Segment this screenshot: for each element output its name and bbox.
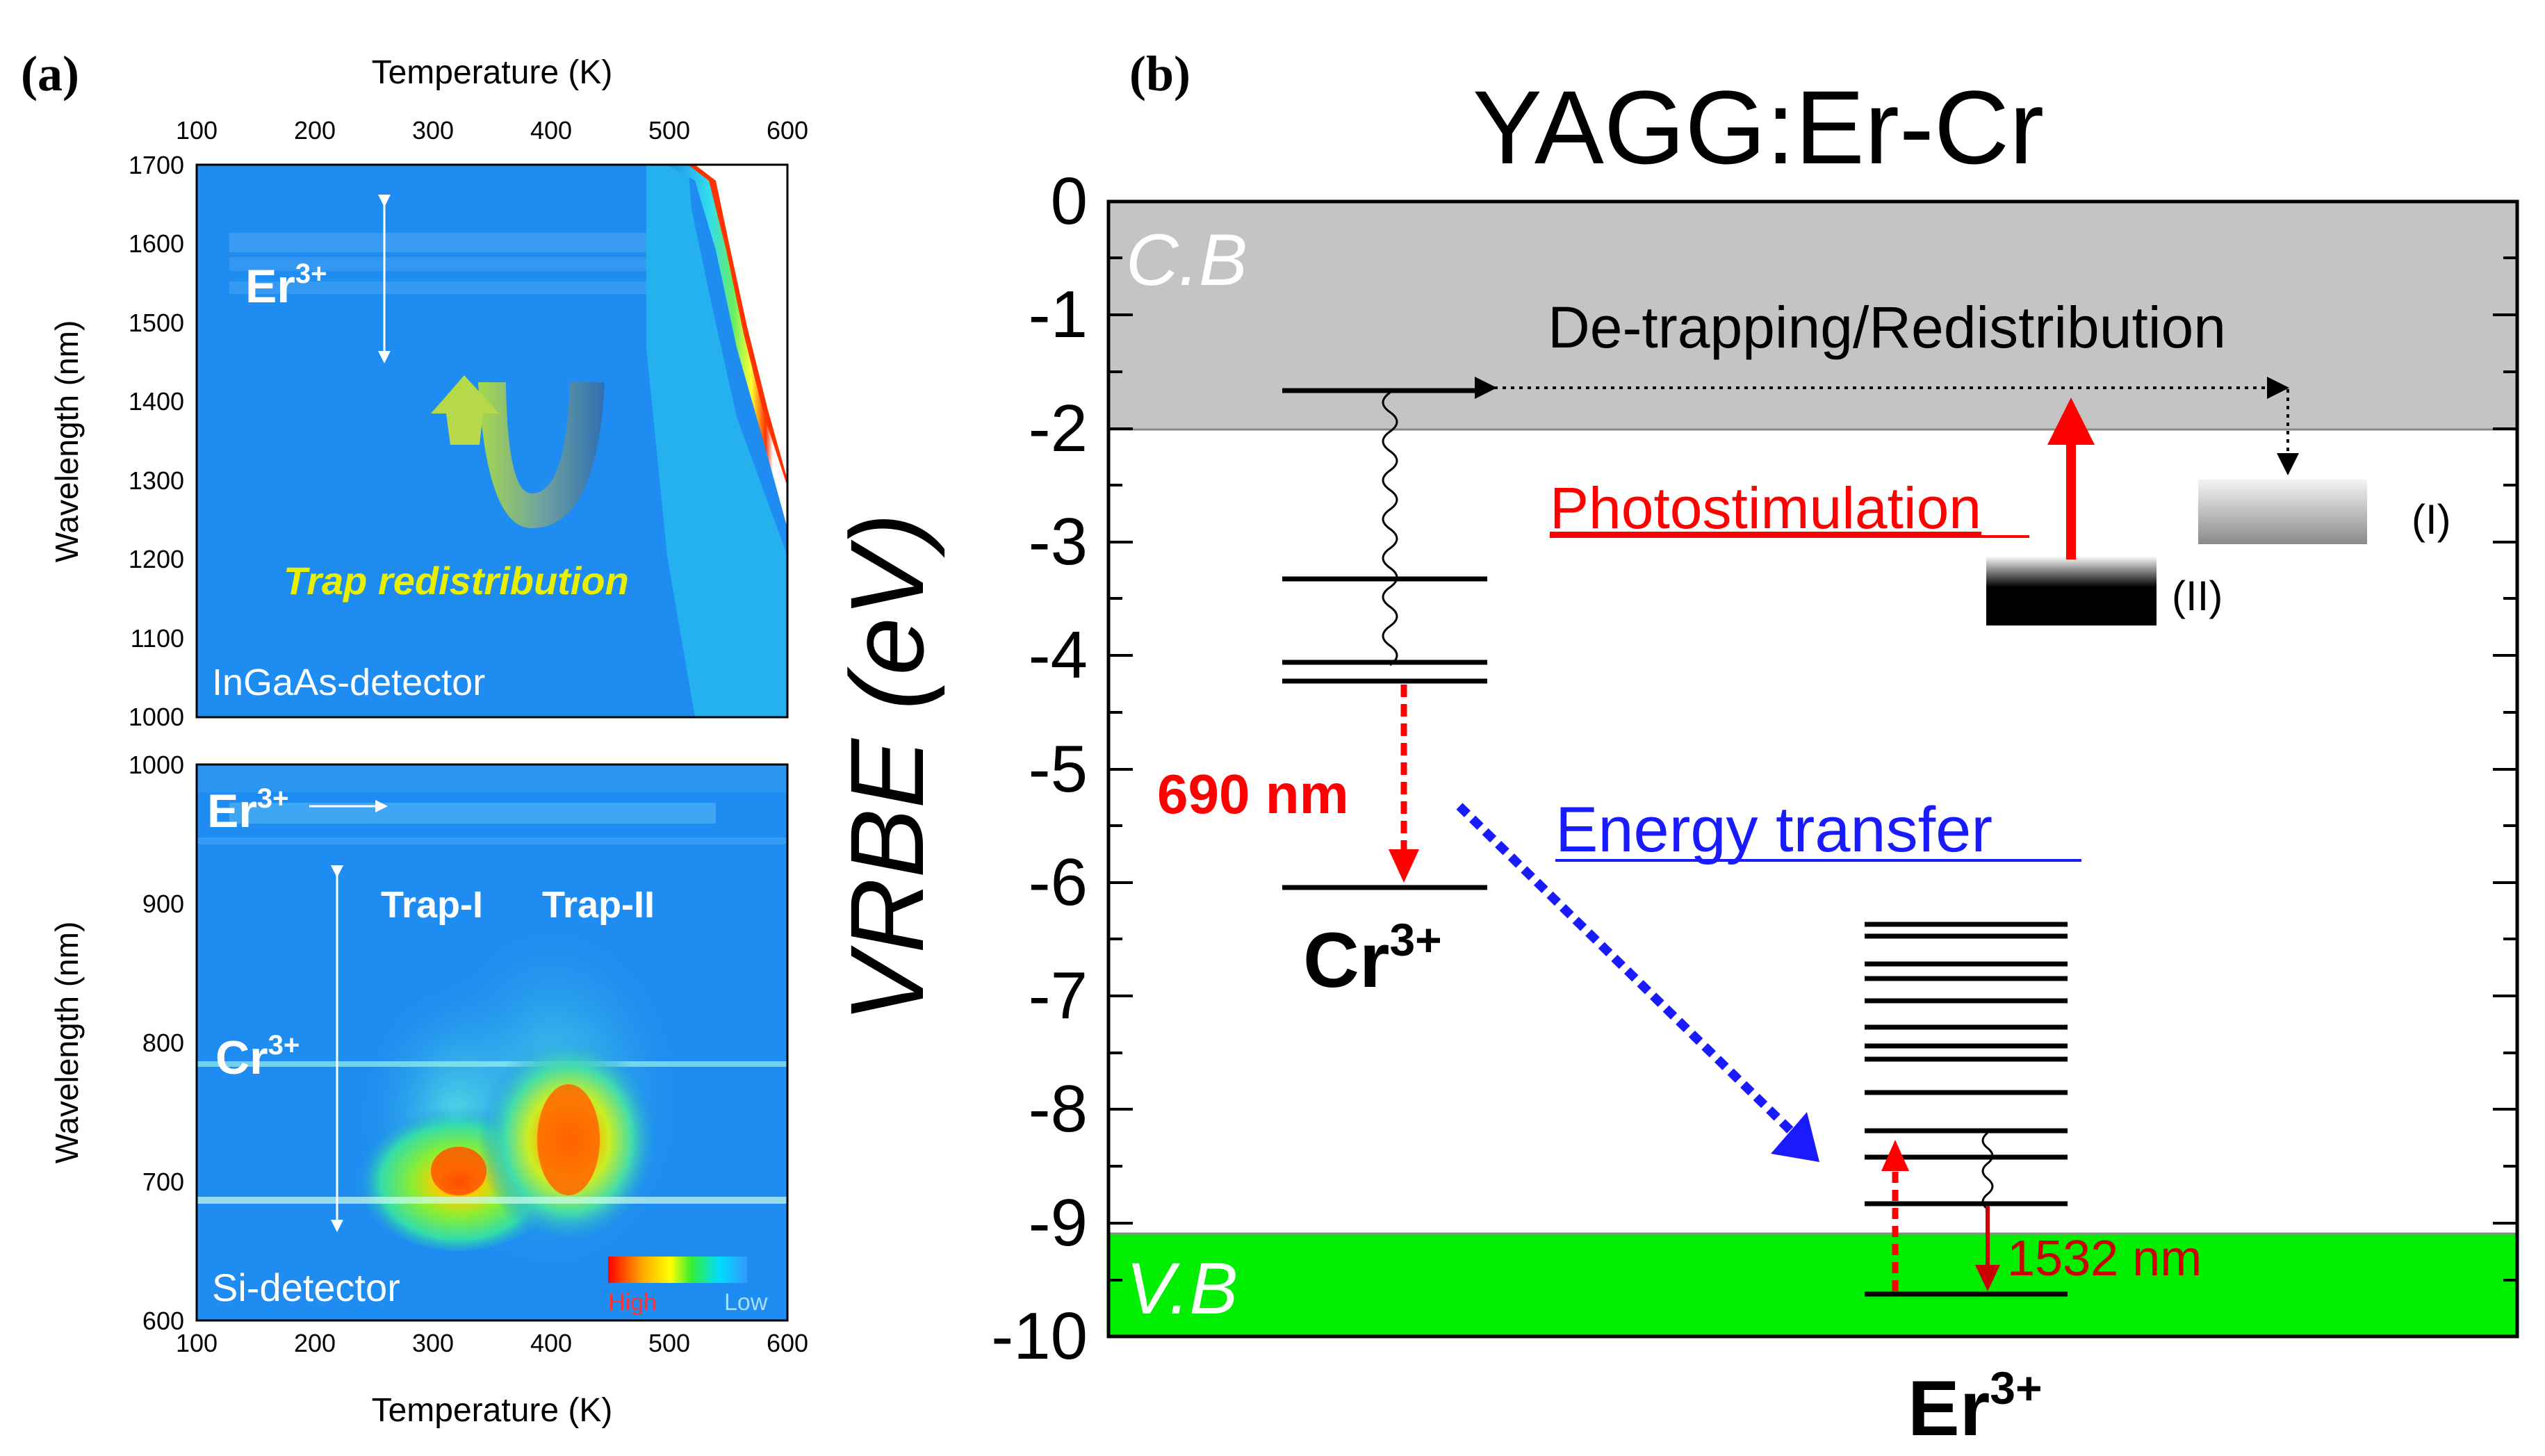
cr-relaxation-wave <box>1382 391 1398 666</box>
tick-label: 1100 <box>131 624 184 653</box>
tick-label: 900 <box>142 890 184 918</box>
top-y-title: Wavelength (nm) <box>49 320 85 563</box>
label-690nm: 690 nm <box>1157 763 1349 825</box>
tick-label: 600 <box>142 1307 184 1335</box>
tick-label: 800 <box>142 1029 184 1057</box>
tick-label: 300 <box>412 1329 454 1357</box>
photostimulation-label: Photostimulation <box>1550 475 1981 541</box>
bottom-y-title: Wavelength (nm) <box>49 922 85 1164</box>
ingaas-detector-label: InGaAs-detector <box>212 662 485 703</box>
tick-label: 100 <box>176 1329 218 1357</box>
trap-ii-label: (II) <box>2172 573 2223 619</box>
vrbe-tick-labels: 0 -1 -2 -3 -4 -5 -6 -7 -8 -9 -10 <box>991 164 1088 1373</box>
bottom-cr-label: Cr3+ <box>215 1030 300 1084</box>
tick-label: -6 <box>1029 845 1088 919</box>
color-legend-bar <box>608 1257 747 1283</box>
tick-label: 1500 <box>129 309 184 337</box>
photostim-arrow-head <box>2047 398 2095 445</box>
tick-label: -2 <box>1029 391 1088 466</box>
panel-a-label: (a) <box>21 46 79 101</box>
tick-label: -9 <box>1029 1186 1088 1260</box>
tick-label: 400 <box>530 1329 572 1357</box>
energy-transfer-arrow <box>1456 803 1803 1143</box>
detrapping-label: De-trapping/Redistribution <box>1548 295 2226 360</box>
tick-label: 600 <box>767 1329 808 1357</box>
tick-label: 1000 <box>129 703 184 731</box>
label-1532nm: 1532 nm <box>2007 1231 2202 1286</box>
tick-label: 500 <box>648 116 690 145</box>
arrow-1532nm-head <box>1975 1265 2000 1291</box>
trap-i-level <box>2198 480 2367 544</box>
tick-label: -3 <box>1029 505 1088 579</box>
tick-label: 500 <box>648 1329 690 1357</box>
bottom-heatmap <box>195 763 789 1322</box>
energy-transfer-label: Energy transfer <box>1555 794 1992 865</box>
tick-label: 400 <box>530 116 572 145</box>
tick-label: 200 <box>294 116 336 145</box>
tick-label: -1 <box>1029 277 1088 352</box>
tick-label: -4 <box>1029 618 1088 692</box>
tick-label: 1400 <box>129 387 184 416</box>
trap-redistribution-label: Trap redistribution <box>284 559 629 603</box>
top-heatmap <box>195 163 789 719</box>
trap-ii-level <box>1986 556 2157 625</box>
panel-b-label: (b) <box>1129 46 1190 101</box>
trap-i-label: Trap-I <box>381 884 483 926</box>
top-x-ticks: 100 200 300 400 500 600 <box>176 116 808 145</box>
arrow-690nm-head <box>1389 849 1419 883</box>
tick-label: 200 <box>294 1329 336 1357</box>
legend-low-label: Low <box>724 1289 768 1316</box>
tick-label: 1200 <box>129 545 184 573</box>
top-er-label: Er3+ <box>245 259 327 313</box>
er-energy-levels <box>1865 922 2068 1297</box>
tick-label: 1700 <box>129 151 184 179</box>
diagram-title: YAGG:Er-Cr <box>1473 69 2044 186</box>
energy-transfer-arrow-head <box>1771 1112 1819 1162</box>
tick-label: 600 <box>767 116 808 145</box>
u-shape-arrow-icon <box>431 375 605 528</box>
tick-label: 1000 <box>129 751 184 779</box>
bottom-x-title: Temperature (K) <box>372 1392 613 1429</box>
tick-label: -7 <box>1029 958 1088 1033</box>
tick-label: 300 <box>412 116 454 145</box>
cr-energy-levels <box>1282 388 1487 890</box>
tick-label: 100 <box>176 116 218 145</box>
vb-label: V.B <box>1126 1248 1238 1330</box>
valence-band <box>1108 1234 2517 1336</box>
cr-ion-label: Cr3+ <box>1303 914 1442 1004</box>
er-ion-label: Er3+ <box>1908 1362 2043 1452</box>
bottom-y-ticks: 1000 900 800 700 600 <box>129 751 184 1335</box>
er-relaxation-wave <box>1981 1131 1994 1211</box>
tick-label: -5 <box>1029 732 1088 806</box>
legend-high-label: High <box>608 1289 657 1316</box>
trap-ii-label: Trap-II <box>542 884 655 926</box>
tick-label: 700 <box>142 1168 184 1196</box>
top-y-ticks: 1700 1600 1500 1400 1300 1200 1100 1000 <box>129 151 184 731</box>
tick-label: -10 <box>991 1299 1088 1373</box>
top-axis-title: Temperature (K) <box>372 54 613 91</box>
tick-label: 1300 <box>129 466 184 495</box>
vrbe-axis-title: VRBE (eV) <box>828 513 945 1023</box>
bottom-x-ticks: 100 200 300 400 500 600 <box>176 1329 808 1357</box>
tick-label: 1600 <box>129 229 184 258</box>
tick-label: -8 <box>1029 1072 1088 1146</box>
trap-i-label: (I) <box>2412 496 2451 543</box>
er-excitation-arrow-head <box>1881 1140 1909 1171</box>
tick-label: 0 <box>1051 164 1088 238</box>
cb-label: C.B <box>1126 220 1247 301</box>
vrbe-tick-marks <box>1108 200 2517 1282</box>
si-detector-label: Si-detector <box>212 1266 400 1309</box>
bottom-er-label: Er3+ <box>207 783 288 837</box>
